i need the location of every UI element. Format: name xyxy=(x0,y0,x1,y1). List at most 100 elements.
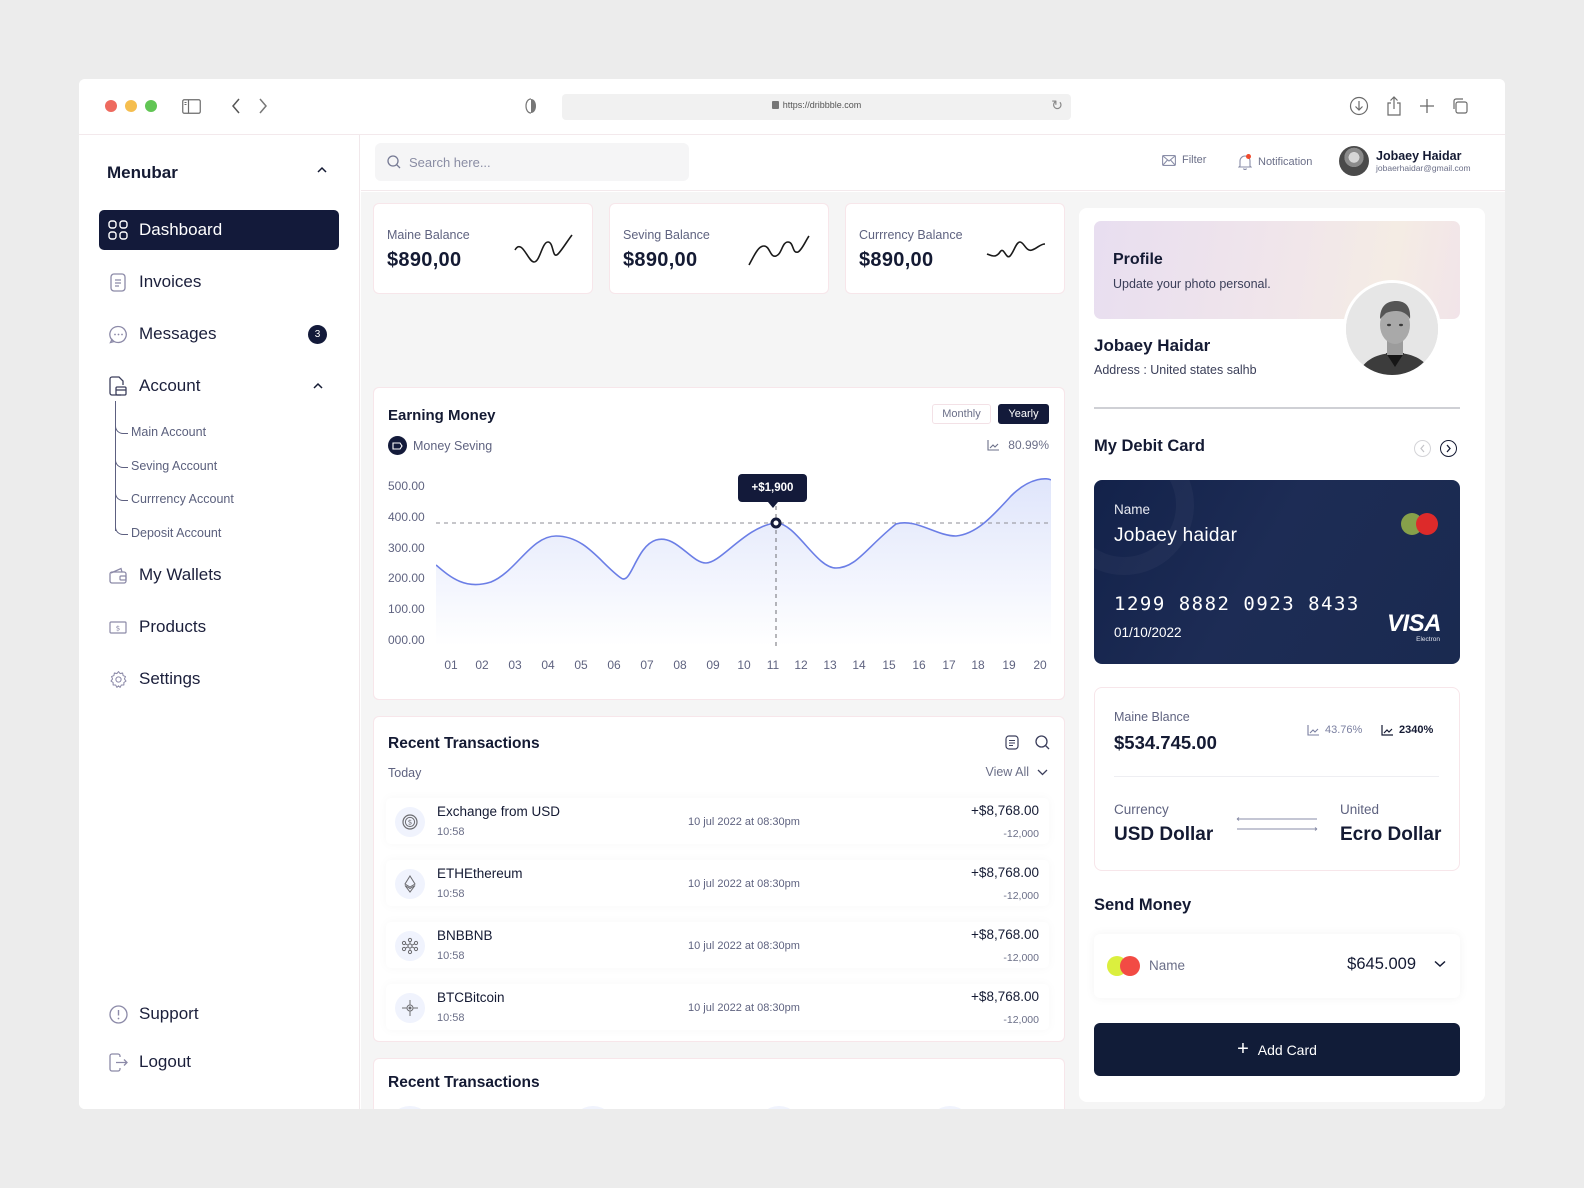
chevron-up-icon[interactable] xyxy=(311,379,325,393)
sidebar-item-logout[interactable]: Logout xyxy=(99,1042,339,1082)
transaction-date: 10 jul 2022 at 08:30pm xyxy=(688,940,800,952)
submenu-main-account[interactable]: Main Account xyxy=(115,419,206,439)
submenu-currency-account[interactable]: Currrency Account xyxy=(115,486,234,506)
forward-icon[interactable] xyxy=(253,96,273,116)
currency-to-value[interactable]: Ecro Dollar xyxy=(1340,824,1442,845)
sidebar-toggle-icon[interactable] xyxy=(181,96,201,116)
visa-electron-label: Electron xyxy=(1416,636,1440,643)
chart-title: Earning Money xyxy=(388,407,496,424)
chart-legend: Money Seving xyxy=(388,436,492,455)
transaction-date: 10 jul 2022 at 08:30pm xyxy=(688,878,800,890)
trend-chart-icon xyxy=(987,439,1000,451)
back-icon[interactable] xyxy=(226,96,246,116)
x-tick: 19 xyxy=(1002,658,1016,672)
card-prev-button[interactable] xyxy=(1414,440,1431,457)
privacy-shield-icon[interactable] xyxy=(521,96,541,116)
sidebar-item-account[interactable]: Account xyxy=(99,366,339,406)
balance-label: Currrency Balance xyxy=(859,228,963,242)
maximize-window-button[interactable] xyxy=(145,100,157,112)
balance-value: $890,00 xyxy=(387,249,462,271)
card-holder-name: Jobaey haidar xyxy=(1114,525,1238,546)
avatar xyxy=(1339,146,1369,176)
document-icon[interactable] xyxy=(1005,735,1019,750)
tab-yearly[interactable]: Yearly xyxy=(998,404,1049,424)
x-tick: 12 xyxy=(794,658,808,672)
submenu-seving-account[interactable]: Seving Account xyxy=(115,453,217,473)
search-icon[interactable] xyxy=(1035,735,1050,750)
submenu-deposit-account[interactable]: Deposit Account xyxy=(115,520,221,540)
divider xyxy=(1094,407,1460,409)
user-name: Jobaey Haidar xyxy=(1376,149,1462,163)
sparkline-icon xyxy=(986,241,1046,258)
profile-name: Jobaey Haidar xyxy=(1094,336,1211,355)
x-tick: 10 xyxy=(737,658,751,672)
transaction-name: BNBBNB xyxy=(437,928,493,943)
y-tick: 300.00 xyxy=(388,541,425,555)
share-icon[interactable] xyxy=(1384,96,1404,116)
new-tab-icon[interactable] xyxy=(1417,96,1437,116)
close-window-button[interactable] xyxy=(105,100,117,112)
x-tick: 18 xyxy=(971,658,985,672)
stat-donation: 574KDonation xyxy=(757,1106,862,1109)
x-tick: 17 xyxy=(942,658,956,672)
sidebar-item-messages[interactable]: Messages 3 xyxy=(99,314,339,354)
transaction-row[interactable]: BNBBNB 10:58 10 jul 2022 at 08:30pm +$8,… xyxy=(386,922,1049,968)
remittance-icon xyxy=(571,1106,615,1109)
card-next-button[interactable] xyxy=(1440,440,1457,457)
legend-label: Money Seving xyxy=(413,438,493,453)
sidebar-item-invoices[interactable]: Invoices xyxy=(99,262,339,302)
sidebar-item-products[interactable]: $ Products xyxy=(99,607,339,647)
y-tick: 000.00 xyxy=(388,633,425,647)
x-tick: 06 xyxy=(607,658,621,672)
view-all-button[interactable]: View All xyxy=(985,765,1048,779)
y-tick: 100.00 xyxy=(388,602,425,616)
add-card-button[interactable]: + Add Card xyxy=(1094,1023,1460,1076)
address-bar[interactable]: https://dribbble.com ↻ xyxy=(562,94,1071,120)
tab-overview-icon[interactable] xyxy=(1450,96,1470,116)
sidebar-item-label: My Wallets xyxy=(139,565,222,584)
transaction-amount: +$8,768.00 xyxy=(971,989,1039,1004)
donation-icon xyxy=(757,1106,801,1109)
sidebar-item-my-wallets[interactable]: My Wallets xyxy=(99,555,339,595)
customer-icon xyxy=(388,1106,432,1109)
profile-photo[interactable] xyxy=(1343,280,1441,378)
transaction-delta: -12,000 xyxy=(1003,890,1039,902)
filter-button[interactable]: Filter xyxy=(1162,154,1206,166)
bnb-network-icon xyxy=(395,931,425,961)
transaction-row[interactable]: $ Exchange from USD 10:58 10 jul 2022 at… xyxy=(386,798,1049,844)
transaction-date: 10 jul 2022 at 08:30pm xyxy=(688,816,800,828)
balance-card-seving[interactable]: Seving Balance $890,00 xyxy=(609,203,829,294)
sidebar-item-label: Invoices xyxy=(139,272,202,291)
user-email: jobaerhaidar@gmail.com xyxy=(1376,163,1471,173)
transactions-title: Recent Transactions xyxy=(388,735,540,752)
download-icon[interactable] xyxy=(1349,96,1369,116)
debit-card[interactable]: Name Jobaey haidar 1299 8882 0923 8433 0… xyxy=(1094,480,1460,664)
transaction-amount: +$8,768.00 xyxy=(971,803,1039,818)
exchange-arrows-icon[interactable] xyxy=(1236,816,1318,832)
send-money-select[interactable]: Name $645.009 xyxy=(1094,934,1460,998)
tab-monthly[interactable]: Monthly xyxy=(932,404,991,424)
ethereum-icon xyxy=(395,869,425,899)
logout-icon xyxy=(107,1051,129,1073)
sidebar-item-support[interactable]: Support xyxy=(99,994,339,1034)
sidebar-item-label: Account xyxy=(139,376,201,395)
transaction-time: 10:58 xyxy=(437,950,465,962)
sidebar-item-label: Products xyxy=(139,617,207,636)
user-profile-menu[interactable]: Jobaey Haidar jobaerhaidar@gmail.com xyxy=(1339,146,1471,176)
transaction-row[interactable]: BTCBitcoin 10:58 10 jul 2022 at 08:30pm … xyxy=(386,984,1049,1030)
transaction-row[interactable]: ETHEthereum 10:58 10 jul 2022 at 08:30pm… xyxy=(386,860,1049,906)
balance-card-currency[interactable]: Currrency Balance $890,00 xyxy=(845,203,1065,294)
reload-icon[interactable]: ↻ xyxy=(1051,97,1063,113)
transaction-amount: +$8,768.00 xyxy=(971,865,1039,880)
sidebar-item-dashboard[interactable]: Dashboard xyxy=(99,210,339,250)
search-input[interactable] xyxy=(409,154,669,170)
filter-label: Filter xyxy=(1182,154,1207,166)
chevron-up-icon[interactable] xyxy=(315,163,329,177)
currency-from-value[interactable]: USD Dollar xyxy=(1114,824,1214,845)
notification-button[interactable]: Notification xyxy=(1238,154,1312,170)
search-box[interactable] xyxy=(375,143,689,181)
minimize-window-button[interactable] xyxy=(125,100,137,112)
x-tick: 16 xyxy=(912,658,926,672)
balance-card-main[interactable]: Maine Balance $890,00 xyxy=(373,203,593,294)
sidebar-item-settings[interactable]: Settings xyxy=(99,659,339,699)
